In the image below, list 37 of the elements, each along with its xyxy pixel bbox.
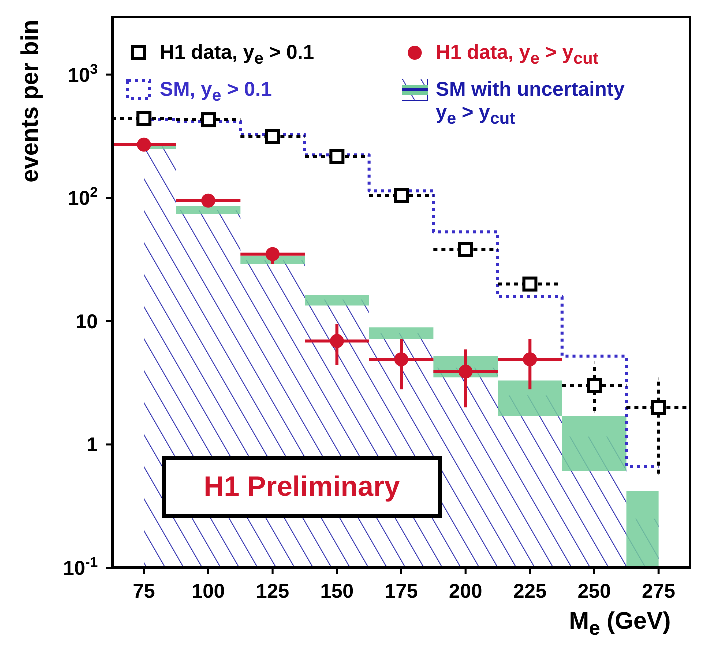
x-tick-label: 75	[133, 581, 156, 603]
annotation: H1 Preliminary	[162, 456, 442, 518]
y-tick-label: 1	[86, 434, 98, 457]
legend-label: SM, y$_{e}$ > 0.1	[160, 79, 272, 106]
x-tick-label: 200	[449, 581, 483, 603]
x-tick-label: 225	[513, 581, 547, 603]
point	[330, 149, 345, 164]
point	[458, 364, 473, 379]
y-tick-label: 10$^{-1}$	[63, 554, 98, 580]
point	[136, 111, 152, 126]
point	[587, 378, 602, 394]
x-tick-label: 250	[578, 581, 612, 603]
point	[651, 400, 666, 416]
point	[265, 129, 280, 144]
x-tick-label: 175	[384, 581, 418, 603]
point	[394, 352, 408, 367]
y-tick-label: 10$^{3}$	[68, 60, 98, 87]
point	[522, 276, 538, 292]
x-tick-label: 125	[256, 581, 290, 603]
x-axis-title: M$_{e}$ (GeV)	[569, 608, 671, 641]
point	[330, 334, 344, 348]
legend-label: SM with uncertainty y$_{e}$ > y$_{cut}$	[436, 79, 626, 129]
point	[394, 188, 409, 204]
x-tick-label: 275	[642, 581, 676, 603]
legend-label: H1 data, y$_{e}$ > y$_{cut}$	[436, 42, 599, 69]
point	[201, 112, 216, 128]
point	[458, 242, 474, 258]
point	[137, 138, 152, 152]
x-tick-label: 150	[320, 581, 354, 603]
point	[523, 352, 538, 367]
legend-label: H1 data, y$_{e}$ > 0.1	[160, 42, 314, 69]
y-axis-title: events per bin	[16, 20, 45, 183]
y-tick-label: 10$^{2}$	[68, 184, 98, 210]
x-tick-label: 100	[192, 581, 226, 603]
point	[202, 194, 216, 208]
y-tick-label: 10	[76, 311, 98, 334]
point	[266, 247, 280, 262]
